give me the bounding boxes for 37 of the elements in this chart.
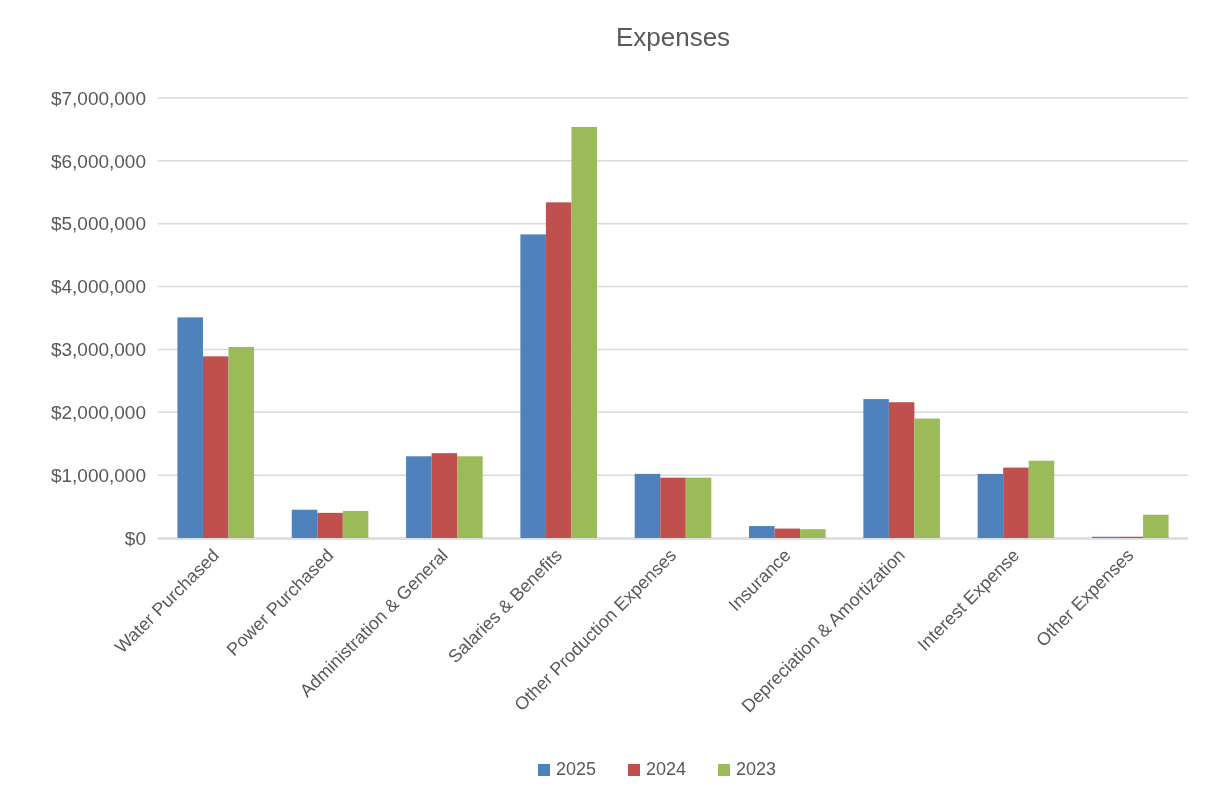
- bar: [520, 234, 546, 538]
- bar: [177, 317, 203, 538]
- bar: [888, 402, 915, 538]
- y-tick-label: $6,000,000: [50, 150, 146, 172]
- bar: [545, 202, 572, 538]
- bar: [342, 510, 369, 538]
- bar: [1003, 467, 1029, 538]
- y-tick-label: $1,000,000: [50, 464, 146, 486]
- y-tick-label: $2,000,000: [50, 401, 146, 423]
- bar: [1028, 460, 1055, 538]
- bar: [685, 477, 712, 538]
- bar: [202, 356, 229, 538]
- y-tick-label: $0: [124, 527, 146, 549]
- bar: [406, 456, 432, 538]
- bar: [977, 473, 1004, 538]
- bar: [749, 526, 775, 538]
- y-tick-label: $3,000,000: [50, 339, 146, 361]
- bar: [774, 528, 801, 538]
- legend-label: 2025: [556, 759, 597, 779]
- bar: [660, 477, 686, 538]
- y-tick-label: $4,000,000: [50, 276, 146, 298]
- bar: [228, 346, 255, 538]
- y-tick-label: $5,000,000: [50, 213, 146, 235]
- legend-label: 2024: [646, 759, 687, 779]
- bar: [317, 512, 343, 538]
- bar: [291, 509, 318, 538]
- chart-title: Expenses: [615, 22, 731, 52]
- bar: [863, 399, 889, 538]
- bar: [634, 473, 661, 538]
- bar: [457, 456, 483, 538]
- bar: [571, 126, 597, 538]
- bar: [800, 529, 826, 538]
- bar: [431, 453, 458, 538]
- bar: [1143, 514, 1169, 538]
- y-tick-label: $7,000,000: [50, 87, 146, 109]
- bar: [914, 418, 940, 538]
- legend-label: 2023: [736, 759, 777, 779]
